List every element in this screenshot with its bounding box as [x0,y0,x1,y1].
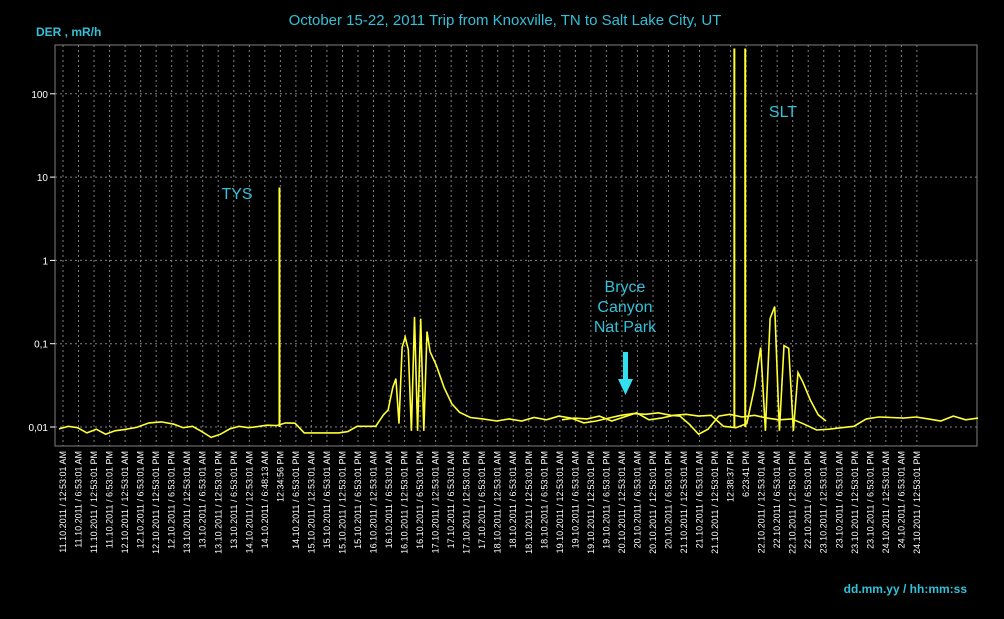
x-tick-label: 14.10.2011 / 12:53:01 AM [244,451,254,553]
x-tick-label: 19.10.2011 / 12:53:01 PM [586,451,596,554]
annotation-bryce-line2: Canyon [597,299,652,316]
x-tick-label: 24.10.2011 / 12:53:01 AM [881,451,891,553]
x-tick-label: 13.10.2011 / 12:53:01 AM [182,451,192,553]
x-tick-label: 20.10.2011 / 6:53:01 AM [632,451,642,548]
x-tick-label: 18.10.2011 / 12:53:01 AM [493,451,503,553]
x-tick-label: 12:34:56 PM [275,451,285,502]
bryce-arrow-icon [618,352,633,395]
x-tick-label: 19.10.2011 / 12:53:01 AM [555,451,565,553]
x-tick-label: 22.10.2011 / 6:53:01 AM [772,451,782,548]
x-tick-label: 16.10.2011 / 6:53:01 PM [415,451,425,549]
x-tick-label: 15.10.2011 / 6:53:01 PM [353,451,363,549]
x-tick-label: 6:23:41 PM [741,451,751,497]
annotation-tys: TYS [221,186,252,203]
x-tick-label: 14.10.2011 / 6:53:01 PM [291,451,301,549]
series-lines [58,306,979,439]
x-tick-label: 18.10.2011 / 6:53:01 AM [508,451,518,548]
x-tick-label: 17.10.2011 / 6:53:01 AM [446,451,456,548]
x-tick-label: 23.10.2011 / 12:53:01 PM [850,451,860,554]
x-tick-label: 19.10.2011 / 6:53:01 PM [601,451,611,549]
x-tick-label: 13.10.2011 / 6:53:01 AM [198,451,208,548]
annotation-slt: SLT [769,104,797,121]
plot-frame [54,44,978,447]
x-tick-label: 12.10.2011 / 6:53:01 AM [136,451,146,548]
series-line [58,316,979,439]
y-tick-label: 1 [42,256,48,267]
y-axis-label: DER , mR/h [36,25,101,39]
x-tick-label: 12.10.2011 / 12:53:01 AM [120,451,130,553]
x-tick-label: 22.10.2011 / 6:53:01 PM [803,451,813,549]
chart-title: October 15-22, 2011 Trip from Knoxville,… [289,12,722,29]
x-axis-label: dd.mm.yy / hh:mm:ss [844,582,968,596]
x-tick-label: 11.10.2011 / 6:53:01 PM [105,451,115,548]
x-tick-label: 17.10.2011 / 12:53:01 PM [462,451,472,554]
x-tick-label: 23.10.2011 / 6:53:01 AM [834,451,844,548]
annotation-bryce-line1: Bryce [605,279,646,296]
x-tick-label: 21.10.2011 / 12:53:01 PM [710,451,720,554]
x-tick-label: 18.10.2011 / 6:53:01 PM [539,451,549,549]
x-tick-label: 21.10.2011 / 12:53:01 AM [679,451,689,553]
x-tick-label: 24.10.2011 / 6:53:01 AM [896,451,906,548]
y-tick-label: 0,1 [34,340,48,351]
x-tick-labels: 11.10.2011 / 12:53:01 AM 11.10.2011 / 6:5… [58,451,922,554]
y-tick-label: 10 [37,173,49,184]
x-tick-label: 16.10.2011 / 6:53:01 AM [384,451,394,548]
x-tick-label: 23.10.2011 / 12:53:01 AM [819,451,829,553]
annotation-bryce-line3: Nat Park [594,319,657,336]
x-tick-label: 20.10.2011 / 6:53:01 PM [663,451,673,549]
x-tick-label: 11.10.2011 / 12:53:01 AM [58,451,68,553]
series-line [561,306,827,431]
x-tick-label: 20.10.2011 / 12:53:01 PM [648,451,658,554]
x-tick-label: 17.10.2011 / 12:53:01 AM [431,451,441,553]
y-tick-label: 100 [31,90,48,101]
x-tick-label: 14.10.2011 / 6:48:13 AM [260,451,270,548]
x-tick-label: 15.10.2011 / 12:53:01 AM [306,451,316,553]
x-tick-label: 16.10.2011 / 12:53:01 AM [369,451,379,553]
x-tick-label: 13.10.2011 / 12:53:01 PM [213,451,223,554]
x-tick-label: 20.10.2011 / 12:53:01 AM [617,451,627,553]
grid-lines [54,44,978,447]
x-tick-label: 13.10.2011 / 6:53:01 PM [229,451,239,549]
x-tick-label: 16.10.2011 / 12:53:01 PM [400,451,410,554]
y-tick-labels: 0,01 0,1 1 10 100 [29,90,55,434]
x-tick-label: 15.10.2011 / 6:53:01 AM [322,451,332,548]
x-tick-label: 22.10.2011 / 12:53:01 AM [757,451,767,553]
spike-marks [278,48,747,427]
x-tick-label: 24.10.2011 / 12:53:01 PM [912,451,922,554]
x-tick-label: 23.10.2011 / 6:53:01 PM [865,451,875,549]
x-tick-label: 11.10.2011 / 6:53:01 AM [74,451,84,548]
x-tick-label: 15.10.2011 / 12:53:01 PM [337,451,347,554]
y-tick-label: 0,01 [29,423,49,434]
x-tick-label: 12:38:37 PM [726,451,736,502]
x-tick-label: 22.10.2011 / 12:53:01 PM [788,451,798,554]
x-tick-label: 11.10.2011 / 12:53:01 PM [89,451,99,553]
x-tick-label: 12.10.2011 / 6:53:01 PM [167,451,177,549]
x-tick-label: 18.10.2011 / 12:53:01 PM [524,451,534,554]
x-tick-label: 12.10.2011 / 12:53:01 PM [151,451,161,554]
x-tick-label: 17.10.2011 / 6:53:01 PM [477,451,487,549]
x-tick-label: 21.10.2011 / 6:53:01 AM [695,451,705,548]
x-tick-label: 19.10.2011 / 6:53:01 AM [570,451,580,548]
